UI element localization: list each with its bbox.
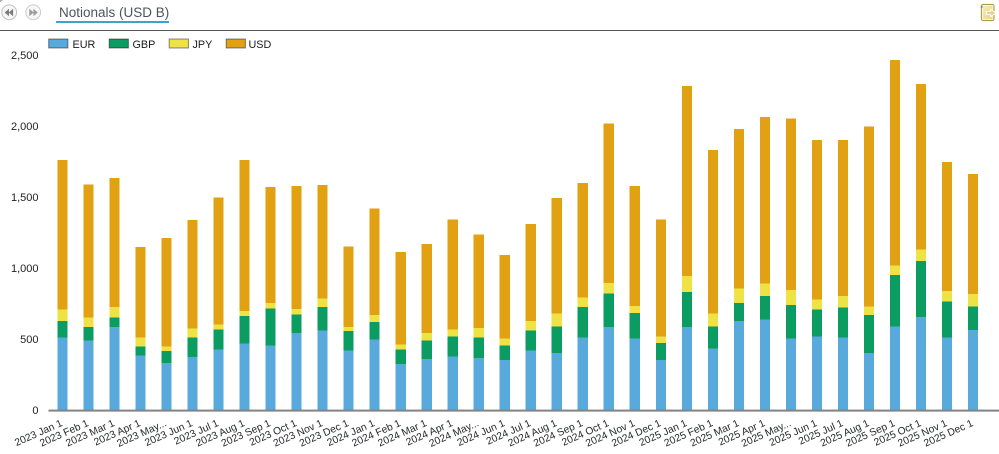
svg-text:1,000: 1,000 xyxy=(11,263,39,275)
svg-text:GBP: GBP xyxy=(133,39,156,51)
svg-text:2,000: 2,000 xyxy=(11,121,39,133)
svg-text:2,500: 2,500 xyxy=(11,50,39,62)
svg-text:JPY: JPY xyxy=(193,39,213,51)
svg-text:USD: USD xyxy=(249,39,272,51)
svg-text:EUR: EUR xyxy=(73,39,96,51)
svg-text:1,500: 1,500 xyxy=(11,192,39,204)
svg-text:500: 500 xyxy=(20,334,38,346)
svg-text:0: 0 xyxy=(32,405,38,417)
